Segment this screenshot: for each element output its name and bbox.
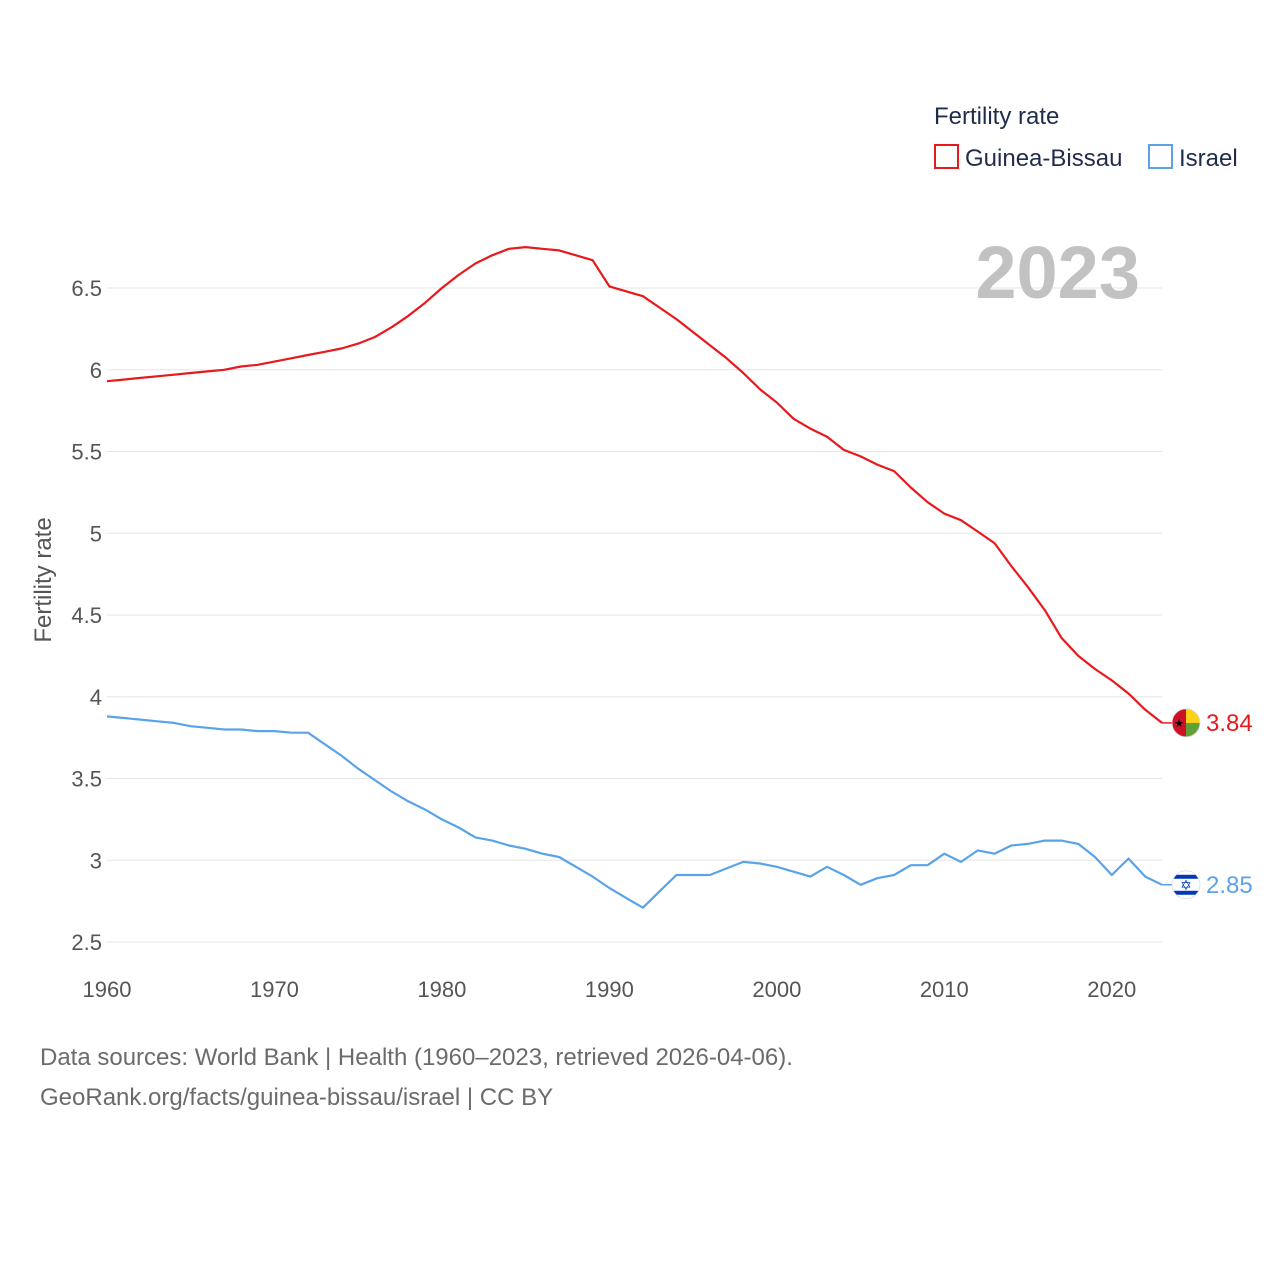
legend[interactable]: Fertility rate Guinea-Bissau Israel [934,103,1238,172]
y-tick-label: 5 [90,521,102,546]
current-year-label: 2023 [975,231,1140,314]
y-tick-label: 3 [90,848,102,873]
legend-title: Fertility rate [934,103,1059,130]
x-tick-label: 1970 [250,977,299,1002]
x-tick-label: 1960 [83,977,132,1002]
gridlines [107,287,1162,943]
y-tick-label: 4.5 [71,603,102,628]
guinea-bissau-flag-icon: ★ [1171,708,1201,738]
legend-item-israel[interactable]: Israel [1148,144,1238,172]
end-value-label-israel: 2.85 [1206,872,1253,899]
legend-swatch-israel [1148,144,1173,169]
end-value-label-guinea-bissau: 3.84 [1206,710,1253,737]
y-tick-label: 4 [90,685,102,710]
y-tick-label: 6 [90,358,102,383]
x-tick-label: 2020 [1087,977,1136,1002]
legend-item-guinea-bissau[interactable]: Guinea-Bissau [934,144,1122,172]
x-tick-label: 1990 [585,977,634,1002]
x-tick-label: 1980 [417,977,466,1002]
y-tick-label: 3.5 [71,767,102,792]
y-axis-label: Fertility rate [30,517,57,642]
source-url: GeoRank.org/facts/guinea-bissau/israel |… [40,1084,554,1111]
series-lines [106,246,1163,909]
y-axis-ticks: 2.5 3 3.5 4 4.5 5 5.5 6 6.5 [71,276,102,955]
y-tick-label: 6.5 [71,276,102,301]
y-tick-label: 5.5 [71,440,102,465]
x-tick-label: 2000 [752,977,801,1002]
legend-label-guinea-bissau: Guinea-Bissau [965,145,1122,172]
series-line-guinea-bissau[interactable] [106,246,1163,724]
end-markers: ★ 3.84 ✡ 2.85 [1162,708,1253,900]
data-source-note: Data sources: World Bank | Health (1960–… [40,1044,793,1071]
legend-label-israel: Israel [1179,145,1238,172]
israel-flag-icon: ✡ [1171,870,1201,900]
x-tick-label: 2010 [920,977,969,1002]
svg-text:✡: ✡ [1180,877,1192,893]
series-line-israel[interactable] [106,715,1163,909]
y-tick-label: 2.5 [71,930,102,955]
legend-swatch-guinea-bissau [934,144,959,169]
x-axis-ticks: 1960 1970 1980 1990 2000 2010 2020 [83,977,1137,1002]
svg-text:★: ★ [1174,718,1184,730]
